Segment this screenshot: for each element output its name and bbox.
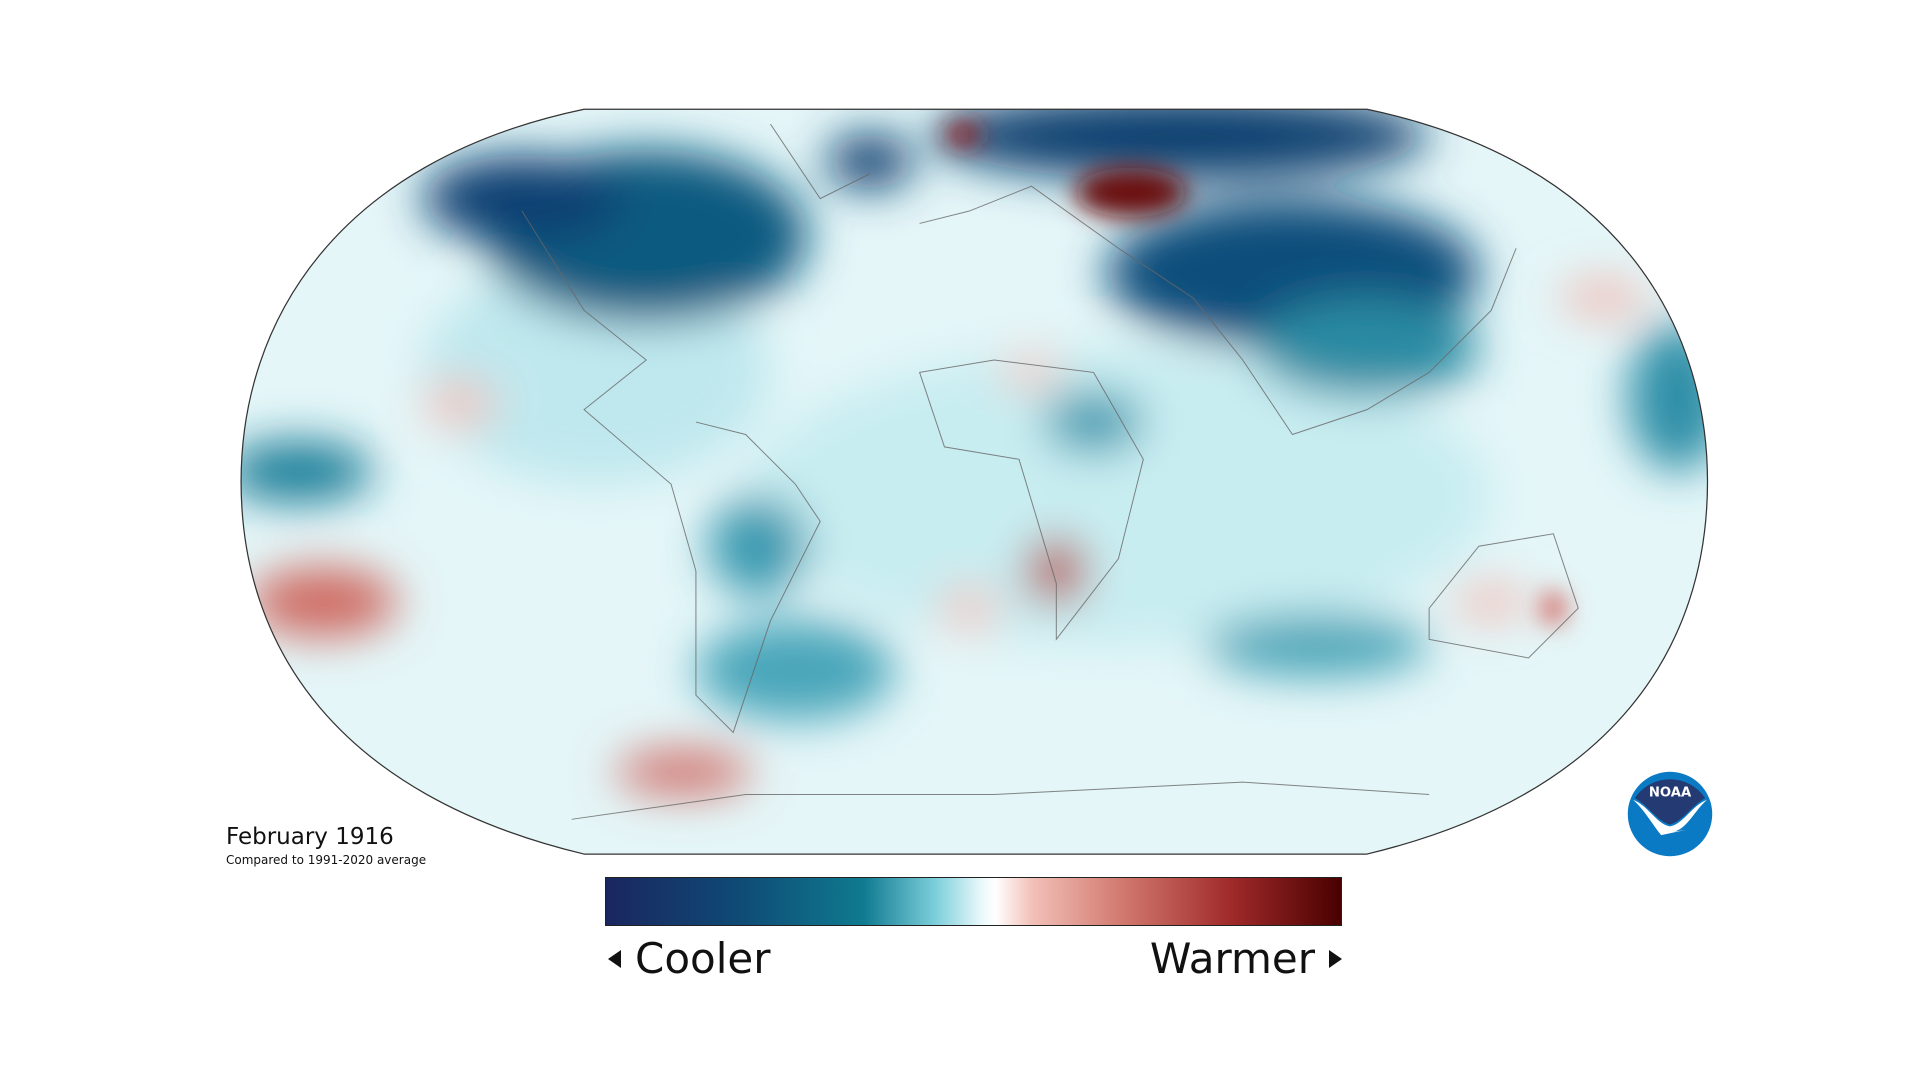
warmer-text: Warmer bbox=[1149, 934, 1315, 983]
cooler-text: Cooler bbox=[635, 934, 771, 983]
arrow-right-icon bbox=[1329, 949, 1342, 968]
map-outline bbox=[240, 108, 1709, 855]
map-subtitle: Compared to 1991-2020 average bbox=[226, 853, 427, 867]
cooler-label: Cooler bbox=[608, 934, 771, 983]
warmer-label: Warmer bbox=[1150, 934, 1342, 983]
arrow-left-icon bbox=[608, 949, 621, 968]
map-title: February 1916 bbox=[226, 824, 394, 850]
svg-text:NOAA: NOAA bbox=[1649, 785, 1692, 800]
noaa-logo: NOAA bbox=[1627, 771, 1713, 857]
coastlines bbox=[521, 123, 1579, 820]
color-scale-bar bbox=[605, 877, 1342, 926]
